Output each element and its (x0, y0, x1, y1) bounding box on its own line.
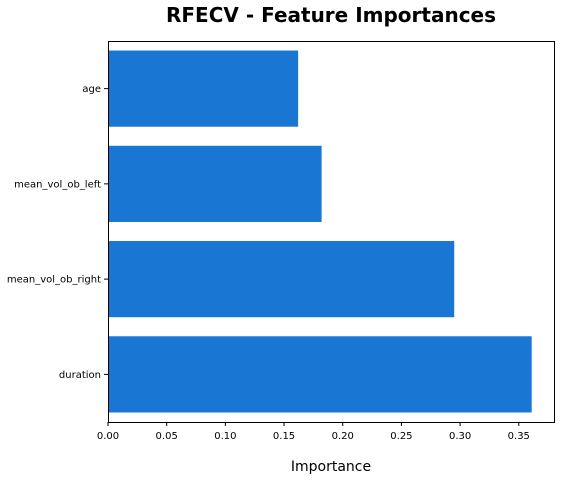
x-tick-label-5: 0.25 (390, 431, 412, 442)
x-tick-label-0: 0.00 (97, 431, 119, 442)
plot-frame (108, 41, 555, 423)
x-tick-label-7: 0.35 (508, 431, 530, 442)
x-tick-label-4: 0.20 (332, 431, 354, 442)
x-tick-label-3: 0.15 (273, 431, 295, 442)
bar-mean-vol-ob-left (108, 145, 322, 222)
chart-title: RFECV - Feature Importances (166, 3, 496, 27)
x-tick-label-6: 0.30 (449, 431, 471, 442)
y-tick-label-duration: duration (59, 370, 101, 381)
bars-group (108, 50, 532, 413)
bar-duration (108, 336, 532, 413)
y-tick-label-mean-vol-ob-right: mean_vol_ob_right (7, 275, 101, 286)
x-tick-label-2: 0.10 (214, 431, 236, 442)
x-tick-label-1: 0.05 (156, 431, 178, 442)
y-tick-label-age: age (82, 84, 101, 95)
x-axis-label: Importance (291, 459, 371, 475)
x-axis: 0.00 0.05 0.10 0.15 0.20 0.25 0.30 0.35 (97, 422, 530, 442)
y-axis: duration mean_vol_ob_right mean_vol_ob_lef… (7, 84, 108, 381)
bar-mean-vol-ob-right (108, 241, 455, 318)
y-tick-label-mean-vol-ob-left: mean_vol_ob_left (14, 179, 101, 190)
bar-age (108, 50, 299, 127)
